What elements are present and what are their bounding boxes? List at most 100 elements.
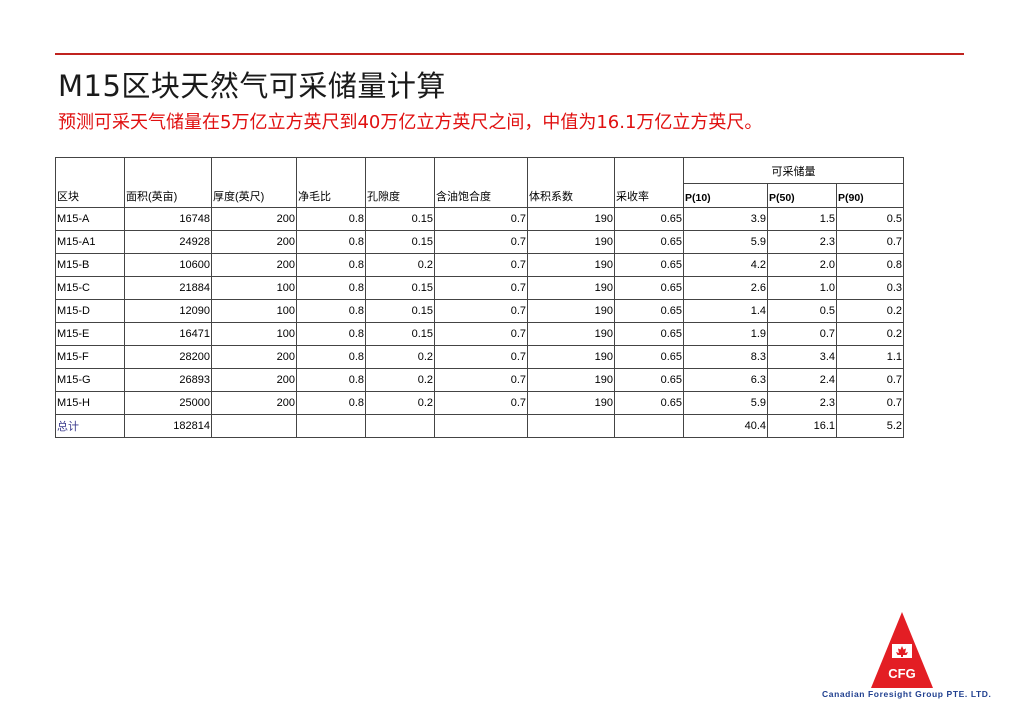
- cell-block: M15-A1: [55, 230, 125, 254]
- cell-thickness: 100: [211, 299, 297, 323]
- cell-p90: 0.7: [836, 230, 904, 254]
- reserves-table: 区块 面积(英亩) 厚度(英尺) 净毛比 孔隙度 含油饱合度 体积系数 采收率 …: [55, 157, 904, 438]
- cell-recovery: 0.65: [614, 230, 684, 254]
- cell-area: 16471: [124, 322, 212, 346]
- cell-p50: 0.5: [767, 299, 837, 323]
- cell-block: M15-C: [55, 276, 125, 300]
- cell-area: 28200: [124, 345, 212, 369]
- cell-ntg: 0.8: [296, 276, 366, 300]
- cell-p10: 6.3: [683, 368, 768, 392]
- slide-subtitle: 预测可采天气储量在5万亿立方英尺到40万亿立方英尺之间，中值为16.1万亿立方英…: [58, 112, 763, 133]
- cell-saturation: 0.7: [434, 368, 528, 392]
- header-recoverable-reserves: 可采储量: [683, 157, 904, 184]
- cell-volume-factor: 190: [527, 230, 615, 254]
- cell-recovery: 0.65: [614, 345, 684, 369]
- table-row: M15-F 28200 200 0.8 0.2 0.7 190 0.65 8.3 3.4 1.1: [55, 345, 904, 369]
- table-row: M15-C 21884 100 0.8 0.15 0.7 190 0.65 2.6 1.0 0.3: [55, 276, 904, 300]
- cell-p90: 0.2: [836, 322, 904, 346]
- cell-porosity: 0.2: [365, 345, 435, 369]
- cell-block: M15-H: [55, 391, 125, 415]
- header-row-group: 区块 面积(英亩) 厚度(英尺) 净毛比 孔隙度 含油饱合度 体积系数 采收率 …: [55, 157, 904, 208]
- cell-recovery: 0.65: [614, 253, 684, 277]
- cell-porosity: 0.15: [365, 230, 435, 254]
- cell-p50: 3.4: [767, 345, 837, 369]
- cell-thickness: 200: [211, 207, 297, 231]
- cell-p90: 1.1: [836, 345, 904, 369]
- cell-porosity: 0.2: [365, 368, 435, 392]
- cell-p90: 0.3: [836, 276, 904, 300]
- cell-volume-factor: 190: [527, 299, 615, 323]
- cell-block: M15-D: [55, 299, 125, 323]
- cell-area: 24928: [124, 230, 212, 254]
- table-row: M15-A 16748 200 0.8 0.15 0.7 190 0.65 3.9 1.5 0.5: [55, 207, 904, 231]
- cell-ntg: 0.8: [296, 322, 366, 346]
- total-area: 182814: [124, 414, 212, 438]
- cell-p10: 1.4: [683, 299, 768, 323]
- cell-p10: 1.9: [683, 322, 768, 346]
- header-block: 区块: [55, 157, 125, 208]
- total-empty-cell: [211, 414, 297, 438]
- total-row: 总计 182814 40.4 16.1 5.2: [55, 414, 904, 438]
- header-row-probability: P(10) P(50) P(90): [56, 183, 904, 208]
- cell-thickness: 100: [211, 322, 297, 346]
- cell-p50: 1.5: [767, 207, 837, 231]
- cell-ntg: 0.8: [296, 391, 366, 415]
- cell-block: M15-G: [55, 368, 125, 392]
- header-ntg: 净毛比: [296, 157, 366, 208]
- cell-recovery: 0.65: [614, 322, 684, 346]
- cell-porosity: 0.15: [365, 207, 435, 231]
- total-empty-cell: [614, 414, 684, 438]
- cell-ntg: 0.8: [296, 299, 366, 323]
- cell-thickness: 200: [211, 230, 297, 254]
- company-name: Canadian Foresight Group PTE. LTD.: [822, 689, 992, 699]
- cell-ntg: 0.8: [296, 207, 366, 231]
- logo-mark: CFG: [888, 666, 915, 681]
- table-body: M15-A 16748 200 0.8 0.15 0.7 190 0.65 3.9 1.5 0.5 M…: [55, 207, 904, 415]
- cell-p50: 2.3: [767, 230, 837, 254]
- cell-area: 10600: [124, 253, 212, 277]
- cfg-logo: CFG: [871, 612, 933, 688]
- cell-area: 16748: [124, 207, 212, 231]
- cell-ntg: 0.8: [296, 230, 366, 254]
- cell-porosity: 0.2: [365, 253, 435, 277]
- cell-volume-factor: 190: [527, 253, 615, 277]
- cell-saturation: 0.7: [434, 322, 528, 346]
- header-volume-factor: 体积系数: [527, 157, 615, 208]
- table-row: M15-A1 24928 200 0.8 0.15 0.7 190 0.65 5.9 2.3 0.7: [55, 230, 904, 254]
- header-p50: P(50): [767, 183, 837, 208]
- table-row: M15-G 26893 200 0.8 0.2 0.7 190 0.65 6.3 2.4 0.7: [55, 368, 904, 392]
- cell-area: 26893: [124, 368, 212, 392]
- cell-p10: 4.2: [683, 253, 768, 277]
- slide-title: M15区块天然气可采储量计算: [58, 69, 446, 103]
- cell-p10: 5.9: [683, 391, 768, 415]
- cell-p50: 1.0: [767, 276, 837, 300]
- total-empty-cell: [434, 414, 528, 438]
- cell-area: 21884: [124, 276, 212, 300]
- cell-p90: 0.7: [836, 391, 904, 415]
- maple-leaf-icon: [892, 644, 912, 658]
- cell-block: M15-B: [55, 253, 125, 277]
- cell-block: M15-E: [55, 322, 125, 346]
- cell-recovery: 0.65: [614, 368, 684, 392]
- total-empty-cell: [365, 414, 435, 438]
- cell-p90: 0.8: [836, 253, 904, 277]
- cell-block: M15-A: [55, 207, 125, 231]
- cell-thickness: 200: [211, 253, 297, 277]
- cell-porosity: 0.15: [365, 322, 435, 346]
- cell-volume-factor: 190: [527, 322, 615, 346]
- cell-p90: 0.2: [836, 299, 904, 323]
- cell-ntg: 0.8: [296, 345, 366, 369]
- cell-saturation: 0.7: [434, 391, 528, 415]
- cell-p50: 2.3: [767, 391, 837, 415]
- cell-volume-factor: 190: [527, 207, 615, 231]
- cell-saturation: 0.7: [434, 207, 528, 231]
- cell-volume-factor: 190: [527, 345, 615, 369]
- cell-p10: 8.3: [683, 345, 768, 369]
- cell-porosity: 0.15: [365, 299, 435, 323]
- cell-saturation: 0.7: [434, 253, 528, 277]
- cell-p90: 0.7: [836, 368, 904, 392]
- header-recovery: 采收率: [614, 157, 684, 208]
- table-row: M15-E 16471 100 0.8 0.15 0.7 190 0.65 1.9 0.7 0.2: [55, 322, 904, 346]
- cell-thickness: 200: [211, 345, 297, 369]
- table-row: M15-D 12090 100 0.8 0.15 0.7 190 0.65 1.4 0.5 0.2: [55, 299, 904, 323]
